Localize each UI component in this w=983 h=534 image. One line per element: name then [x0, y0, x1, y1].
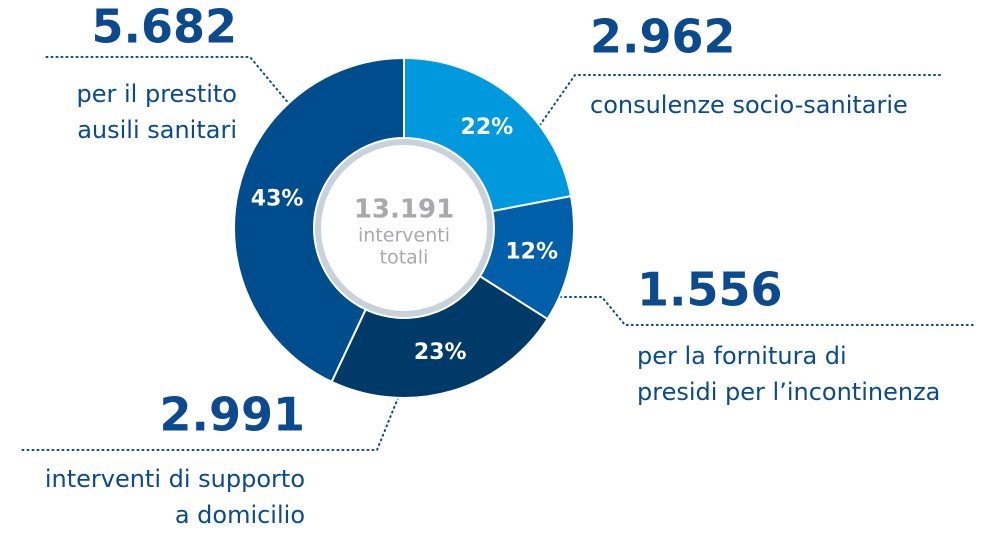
annotation-text: presidi per l’incontinenza — [637, 378, 940, 406]
leader-line — [19, 392, 401, 451]
center-text: interventi — [358, 225, 450, 247]
annotation-text: a domicilio — [175, 501, 305, 529]
donut-segment — [330, 274, 549, 399]
annotation-number: 2.991 — [159, 388, 305, 442]
percent-label: 43% — [251, 187, 304, 212]
center-text: totali — [380, 247, 429, 269]
percent-label: 22% — [461, 115, 514, 140]
annotation-text: per la fornitura di — [637, 342, 847, 370]
annotation-number: 2.962 — [590, 10, 736, 64]
center-ring — [315, 139, 493, 317]
percent-label: 23% — [414, 340, 467, 365]
annotation-text: ausili sanitari — [77, 116, 237, 144]
donut-segment — [403, 56, 573, 213]
leader-line — [44, 56, 291, 106]
leader-line — [539, 74, 941, 126]
annotation-number: 5.682 — [91, 0, 237, 54]
annotation-text: consulenze socio-sanitarie — [590, 91, 908, 119]
leader-line — [559, 296, 976, 326]
annotation-text: interventi di supporto — [45, 465, 305, 493]
center-total: 13.191 — [354, 195, 454, 225]
annotation-text: per il prestito — [77, 80, 237, 108]
leader-lines — [19, 56, 976, 451]
annotation-number: 1.556 — [637, 263, 783, 317]
donut-segment — [233, 56, 405, 384]
percent-label: 12% — [505, 239, 558, 264]
